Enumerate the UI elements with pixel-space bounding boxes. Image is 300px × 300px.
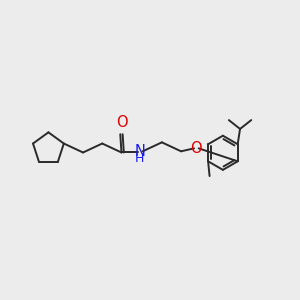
Text: N: N [134, 144, 145, 159]
Text: O: O [116, 116, 127, 130]
Text: H: H [135, 152, 144, 165]
Text: O: O [190, 141, 202, 156]
